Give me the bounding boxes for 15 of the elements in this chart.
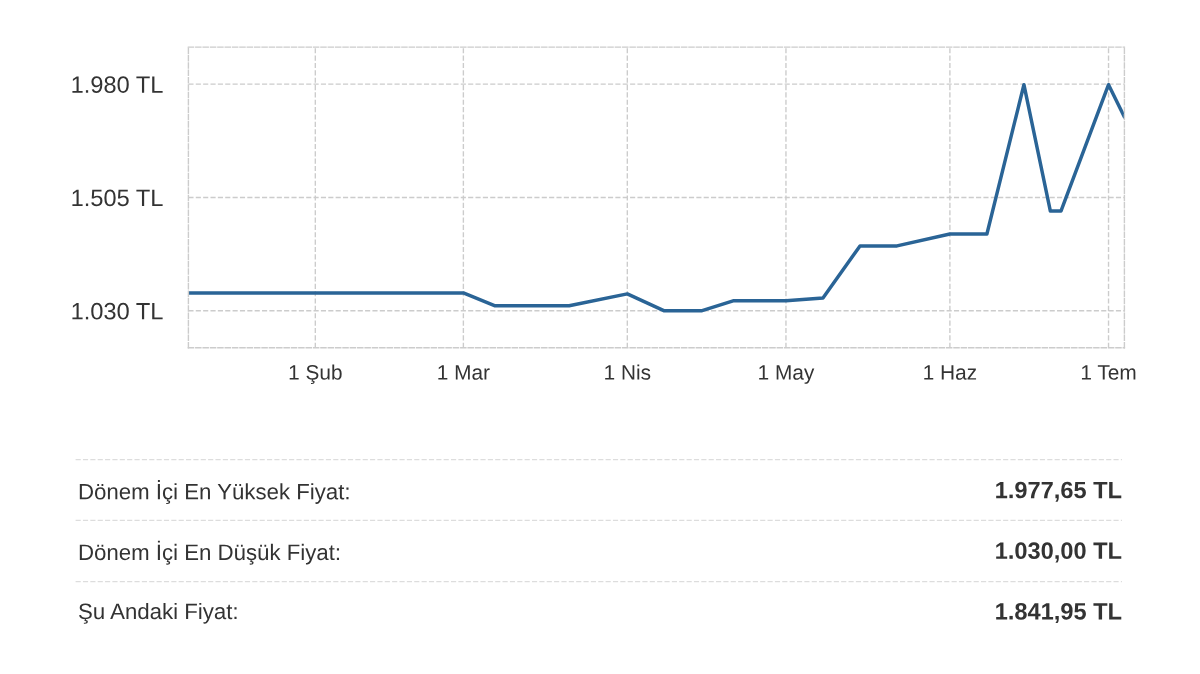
y-tick-label: 1.980 TL xyxy=(72,76,163,93)
x-tick-label: 1 Mar xyxy=(438,365,490,380)
text: Dönem İçi En Yüksek Fiyat: xyxy=(79,480,349,504)
x-tick-label: 1 Tem xyxy=(1081,365,1136,380)
x-tick-label: 1 Haz xyxy=(924,365,977,380)
x-tick-label: 1 Nis xyxy=(605,364,651,380)
text: 1.030,00 TL xyxy=(996,542,1122,563)
x-tick-label: 1 Şub xyxy=(289,364,342,384)
text: 1.977,65 TL xyxy=(996,481,1122,502)
text: Şu Andaki Fiyat: xyxy=(79,602,237,624)
y-tick-label: 1.030 TL xyxy=(72,302,163,320)
text: Dönem İçi En Düşük Fiyat: xyxy=(79,540,340,565)
y-tick-label: 1.505 TL xyxy=(72,189,163,207)
x-tick-label: 1 May xyxy=(759,365,815,384)
text: 1.841,95 TL xyxy=(996,602,1122,624)
